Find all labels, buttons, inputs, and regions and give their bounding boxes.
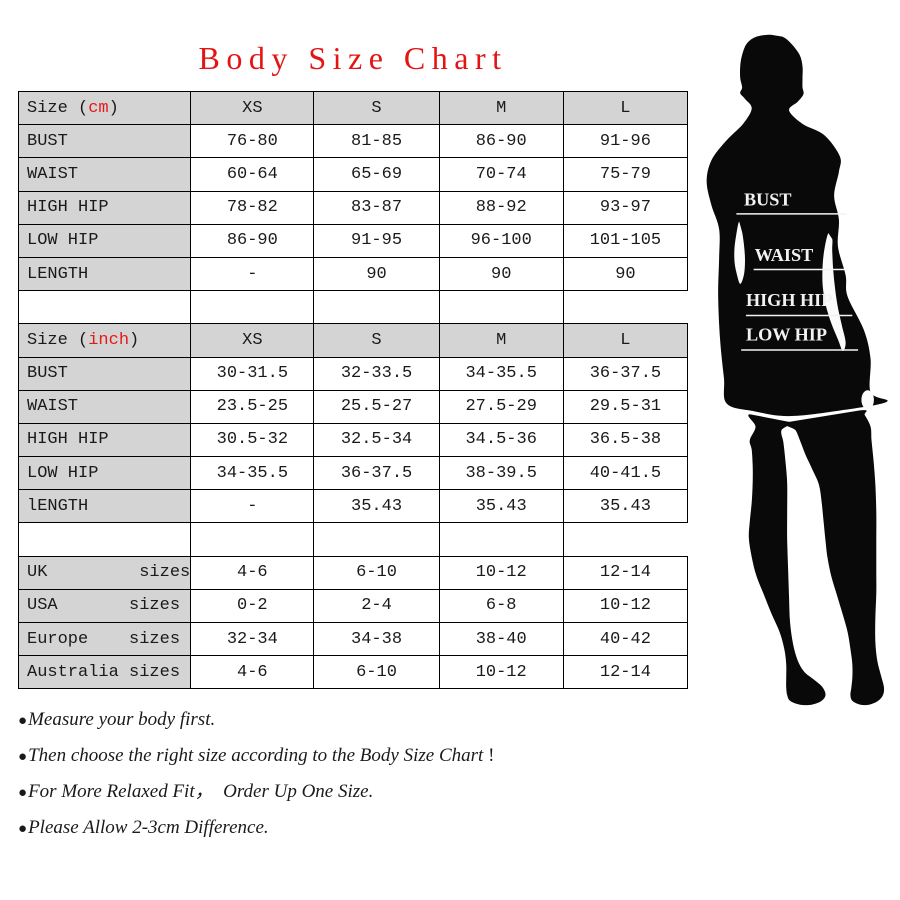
svg-text:WAIST: WAIST	[755, 245, 814, 265]
svg-text:BUST: BUST	[744, 189, 792, 209]
svg-text:LOW HIP: LOW HIP	[746, 324, 827, 344]
svg-text:HIGH HIP: HIGH HIP	[746, 290, 832, 310]
